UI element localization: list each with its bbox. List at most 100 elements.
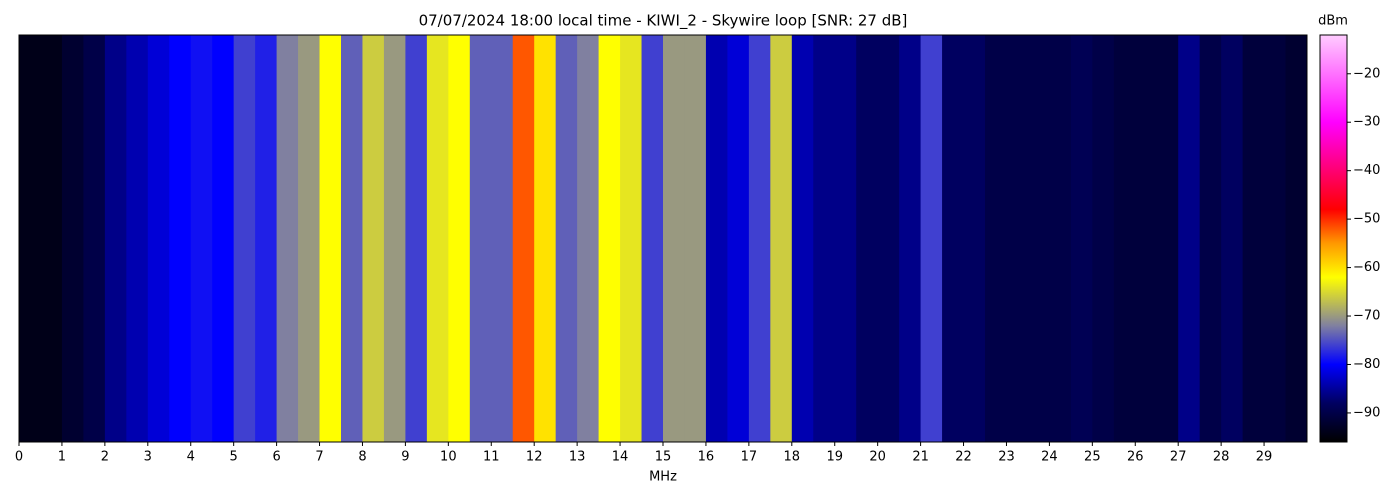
colorbar-tick-label: −70	[1353, 309, 1380, 324]
heat-cell	[1221, 35, 1244, 442]
x-tick-label: 13	[569, 450, 586, 465]
x-tick-label: 16	[698, 450, 715, 465]
heat-cell	[856, 35, 879, 442]
x-tick-label: 8	[358, 450, 366, 465]
x-tick-label: 21	[912, 450, 929, 465]
x-tick-label: 27	[1170, 450, 1187, 465]
heat-cell	[1199, 35, 1222, 442]
heat-cell	[1027, 35, 1050, 442]
heat-cell	[877, 35, 900, 442]
heat-cell	[512, 35, 535, 442]
x-tick-label: 18	[784, 450, 801, 465]
heat-cell	[641, 35, 664, 442]
heat-cell	[598, 35, 621, 442]
heat-cell	[663, 35, 685, 442]
x-tick-label: 6	[272, 450, 280, 465]
heat-cell	[620, 35, 643, 442]
colorbar-tick-label: −40	[1353, 163, 1380, 178]
heat-cell	[791, 35, 814, 442]
colorbar-tick-label: −90	[1353, 405, 1380, 420]
heat-cell	[341, 35, 363, 442]
x-tick-label: 11	[483, 450, 500, 465]
x-tick-label: 14	[612, 450, 629, 465]
heat-cell	[985, 35, 1007, 442]
heat-cell	[147, 35, 170, 442]
x-tick-label: 10	[440, 450, 457, 465]
heat-cell	[255, 35, 278, 442]
colorbar	[1319, 34, 1348, 443]
heat-cell	[126, 35, 149, 442]
heat-cell	[834, 35, 857, 442]
heat-cell	[813, 35, 836, 442]
heat-cell	[1156, 35, 1179, 442]
heat-cell	[448, 35, 471, 442]
heat-cell	[426, 35, 449, 442]
heat-cell	[61, 35, 84, 442]
colorbar-tick-label: −50	[1353, 212, 1380, 227]
heat-cell	[1178, 35, 1201, 442]
heat-cell	[1070, 35, 1093, 442]
heat-cell	[770, 35, 793, 442]
heat-cell	[1135, 35, 1158, 442]
heat-cell	[1049, 35, 1072, 442]
heat-cell	[83, 35, 106, 442]
heat-cell	[212, 35, 235, 442]
heat-cell	[577, 35, 600, 442]
x-tick-label: 29	[1256, 450, 1273, 465]
x-axis-label: MHz	[649, 470, 677, 485]
x-tick-label: 20	[869, 450, 886, 465]
x-tick-label: 7	[315, 450, 323, 465]
x-tick-label: 15	[655, 450, 672, 465]
x-tick-label: 25	[1084, 450, 1101, 465]
colorbar-label: dBm	[1318, 14, 1348, 29]
x-tick-label: 28	[1213, 450, 1230, 465]
heat-cell	[727, 35, 750, 442]
heat-cell	[899, 35, 922, 442]
heat-cell	[684, 35, 707, 442]
colorbar-tick-label: −20	[1353, 66, 1380, 81]
heat-cell	[383, 35, 406, 442]
x-tick-label: 17	[741, 450, 758, 465]
x-tick-label: 0	[15, 450, 23, 465]
chart-title: 07/07/2024 18:00 local time - KIWI_2 - S…	[419, 12, 908, 31]
heat-cell	[491, 35, 514, 442]
heat-cell	[40, 35, 63, 442]
heat-cell	[469, 35, 492, 442]
colorbar-tick-label: −30	[1353, 115, 1380, 130]
heat-cell	[276, 35, 299, 442]
heat-cell	[705, 35, 728, 442]
heat-cell	[963, 35, 986, 442]
x-tick-label: 1	[58, 450, 66, 465]
heat-cell	[362, 35, 385, 442]
heat-cell	[920, 35, 943, 442]
x-tick-label: 12	[526, 450, 543, 465]
heat-cell	[298, 35, 321, 442]
x-tick-label: 2	[101, 450, 109, 465]
x-tick-label: 9	[401, 450, 409, 465]
x-tick-label: 24	[1041, 450, 1058, 465]
x-tick-label: 19	[826, 450, 843, 465]
heat-cell	[1006, 35, 1029, 442]
heat-cell	[1092, 35, 1115, 442]
heat-cell	[190, 35, 213, 442]
heat-cell	[233, 35, 256, 442]
x-tick-label: 3	[144, 450, 152, 465]
heat-cell	[1113, 35, 1136, 442]
heat-cell	[534, 35, 557, 442]
heat-cell	[1242, 35, 1265, 442]
heat-cell	[1285, 35, 1308, 442]
heat-cell	[942, 35, 965, 442]
heat-cell	[104, 35, 127, 442]
heat-cell	[405, 35, 428, 442]
heat-cell	[555, 35, 578, 442]
colorbar-tick-label: −80	[1353, 357, 1380, 372]
heat-cell	[748, 35, 771, 442]
x-tick-label: 22	[955, 450, 972, 465]
heat-cell	[1264, 35, 1287, 442]
x-tick-label: 26	[1127, 450, 1144, 465]
heat-cell	[169, 35, 192, 442]
x-tick-label: 23	[998, 450, 1015, 465]
x-tick-label: 4	[187, 450, 195, 465]
heat-cell	[319, 35, 342, 442]
